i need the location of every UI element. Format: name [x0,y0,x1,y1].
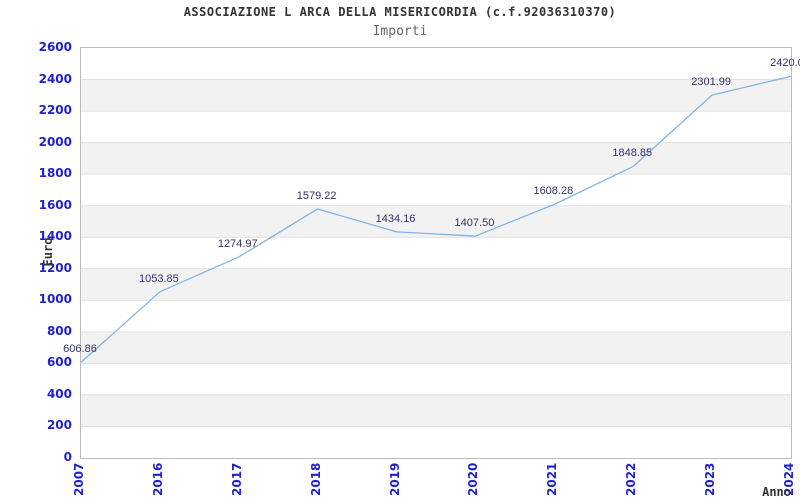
data-line [81,75,791,363]
plot-area [80,47,792,459]
chart-subtitle: Importi [372,24,428,39]
chart-title: ASSOCIAZIONE L ARCA DELLA MISERICORDIA (… [183,5,617,19]
band-stripe [81,205,791,238]
y-tick-label: 1600 [38,197,72,212]
x-tick-label: 2017 [229,462,244,496]
band-stripe [81,394,791,427]
x-axis-title: Anno [762,485,791,499]
y-tick-label: 400 [46,386,72,401]
x-tick-label: 2016 [150,462,165,496]
y-tick-label: 1200 [38,260,72,275]
x-tick-label: 2007 [72,462,86,496]
y-tick-label: 2000 [38,134,72,149]
y-tick-label: 200 [46,418,72,433]
line-plot-svg [81,75,791,427]
x-tick-label: 2019 [387,462,402,496]
y-tick-label: 0 [63,450,72,464]
y-tick-label: 2400 [38,71,72,86]
x-tick-label: 2023 [703,462,718,496]
y-tick-label: 600 [46,355,72,370]
band-stripe [81,142,791,175]
y-axis-title: Euro [41,237,55,267]
band-stripe [81,331,791,364]
y-tick-label: 2200 [38,103,72,118]
x-tick-label: 2020 [466,462,481,496]
y-tick-label: 800 [46,323,72,338]
y-tick-label: 1400 [38,229,72,244]
y-tick-label: 1800 [38,166,72,181]
band-stripe [81,268,791,301]
x-tick-label: 2018 [308,462,323,496]
band-stripe [81,79,791,112]
y-tick-label: 2600 [38,40,72,54]
x-tick-label: 2022 [624,462,639,496]
x-tick-label: 2021 [545,462,560,496]
y-tick-label: 1000 [38,292,72,307]
